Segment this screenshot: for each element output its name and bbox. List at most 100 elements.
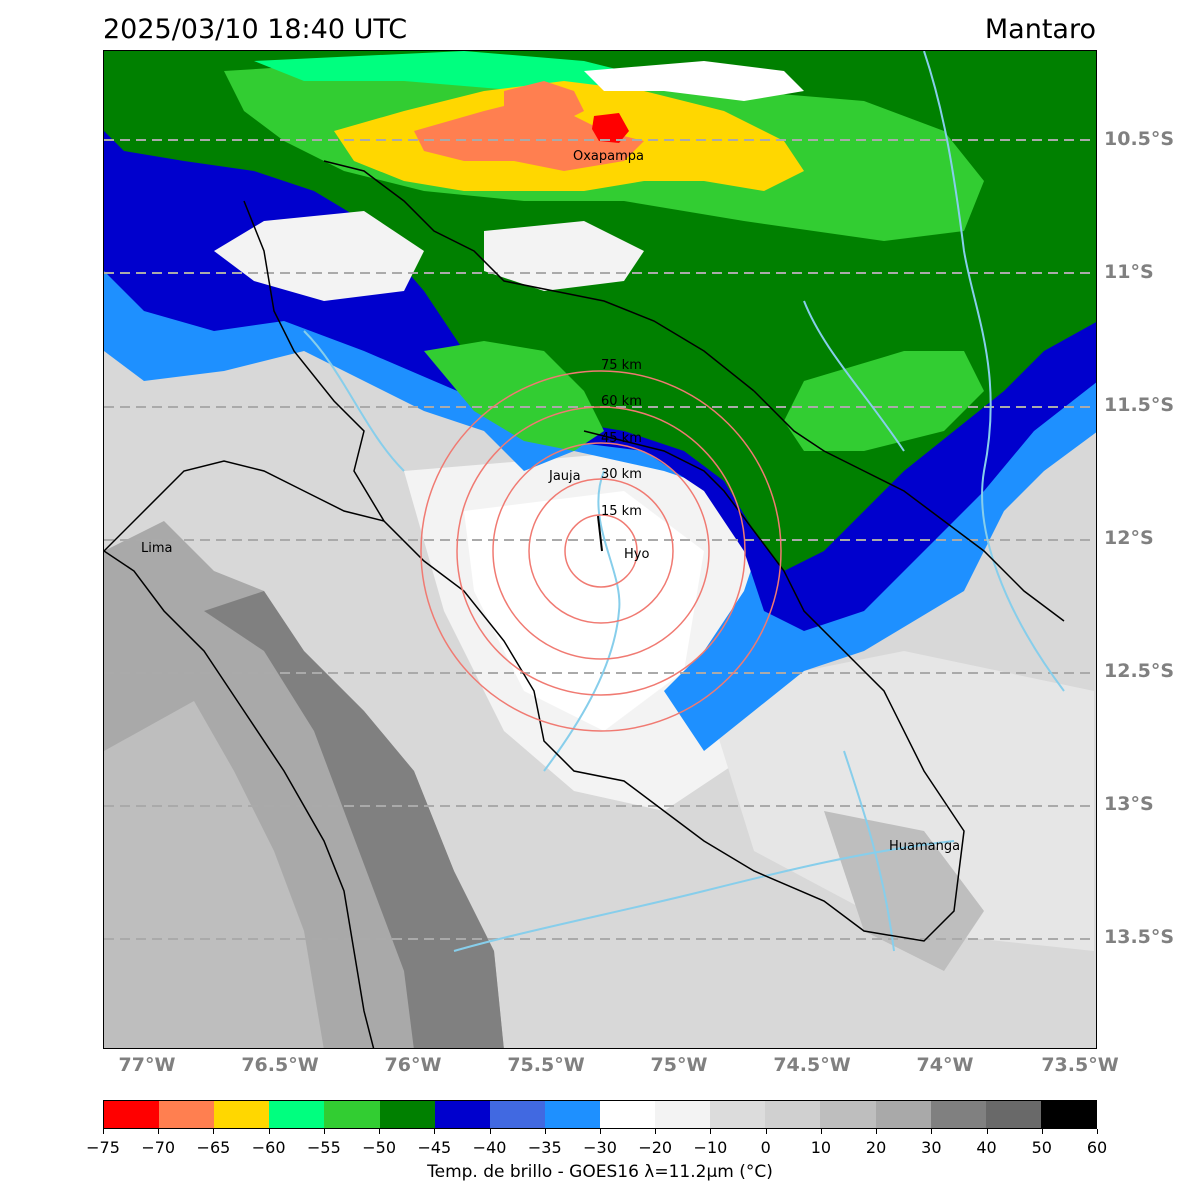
lon-label-75-5: 75.5°W [507,1054,585,1076]
lon-label-73-5: 73.5°W [1041,1054,1119,1076]
ring-label-45km: 45 km [601,431,642,446]
ring-label-75km: 75 km [601,358,642,373]
colorbar-segment [324,1101,380,1128]
lat-label-11-5: 11.5°S [1104,394,1175,416]
colorbar-tickmark [268,1129,270,1134]
lon-label-76: 76°W [384,1054,442,1076]
colorbar-tick-label: −75 [86,1138,120,1157]
cloud-green-light-east [784,351,984,451]
lat-label-12: 12°S [1104,527,1154,549]
city-label-hyo: Hyo [624,547,650,562]
temperature-colorbar [103,1100,1097,1129]
city-label-oxapampa: Oxapampa [573,149,644,164]
ring-30km [528,478,674,624]
colorbar-tick-label: −55 [306,1138,341,1157]
ring-label-15km: 15 km [601,504,642,519]
coastal-dark-area [204,591,504,1048]
colorbar-tickmark [323,1129,325,1134]
ring-75km [420,370,782,732]
colorbar-segment [544,1101,600,1128]
colorbar-tickmark [1097,1129,1098,1134]
colorbar-tickmark [876,1129,878,1134]
colorbar-tick-label: 10 [810,1138,832,1157]
colorbar-tickmark [765,1129,767,1134]
lon-label-75: 75°W [650,1054,708,1076]
colorbar-label: Temp. de brillo - GOES16 λ=11.2μm (°C) [427,1162,773,1182]
colorbar-segment [710,1101,766,1128]
cloud-gap-north [584,61,804,101]
cloud-orange-core [414,101,644,171]
colorbar-tick-label: −20 [638,1138,673,1157]
colorbar-tickmark [379,1129,381,1134]
colorbar-segment [930,1101,986,1128]
colorbar-tick-label: −10 [693,1138,728,1157]
lon-label-76-5: 76.5°W [241,1054,319,1076]
city-label-jauja: Jauja [549,469,581,484]
colorbar-tickmark [820,1129,822,1134]
colorbar-tickmark [710,1129,712,1134]
colorbar-tickmark [544,1129,546,1134]
cloud-red-core [592,113,629,143]
colorbar-tick-label: 60 [1086,1138,1108,1157]
colorbar-tick-label: 40 [976,1138,997,1157]
colorbar-tick-label: −40 [472,1138,507,1157]
clear-inner-area [464,491,704,731]
colorbar-tick-label: −30 [583,1138,617,1157]
city-label-huamanga: Huamanga [889,839,961,854]
cloud-cyan-north [254,51,664,91]
lon-label-77: 77°W [118,1054,176,1076]
colorbar-tickmark [103,1129,104,1134]
lon-label-74-5: 74.5°W [773,1054,851,1076]
colorbar-tick-label: 30 [921,1138,942,1157]
map-canvas [104,51,1096,1048]
colorbar-segment [875,1101,931,1128]
lat-label-12-5: 12.5°S [1104,660,1175,682]
boundaries [104,160,1065,1048]
colorbar-segment [655,1101,711,1128]
colorbar-segment [104,1101,160,1128]
lat-label-13: 13°S [1104,793,1154,815]
ring-15km [564,514,638,588]
colorbar-tick-label: −35 [527,1138,562,1157]
colorbar-tick-label: −65 [196,1138,231,1157]
sea-light-area [104,701,324,1048]
east-highland-area [704,651,1094,951]
colorbar-segment [214,1101,270,1128]
ring-label-60km: 60 km [601,394,642,409]
colorbar-tick-label: 20 [865,1138,887,1157]
colorbar-tick-label: −50 [362,1138,396,1157]
colorbar-segment [599,1101,656,1128]
cloud-green-light-west [424,341,604,451]
satellite-map[interactable]: 15 km 30 km 45 km 60 km 75 km Oxapampa J… [103,50,1097,1049]
colorbar-segment [765,1101,821,1128]
colorbar-tick-label: −45 [417,1138,452,1157]
cloud-orange-top [504,81,584,121]
rivers [303,51,1065,952]
colorbar-segment [159,1101,215,1128]
city-label-lima: Lima [141,541,173,556]
lat-label-10-5: 10.5°S [1104,128,1175,150]
colorbar-segment [820,1101,876,1128]
colorbar-tickmark [213,1129,215,1134]
colorbar-tickmark [655,1129,657,1134]
range-rings [420,370,782,732]
colorbar-segment [489,1101,545,1128]
cloud-gap-west [214,211,424,301]
colorbar-tickmark [434,1129,436,1134]
ring-label-30km: 30 km [601,467,642,482]
colorbar-tickmark [931,1129,933,1134]
lat-label-13-5: 13.5°S [1104,926,1175,948]
ring-45km [492,442,710,660]
colorbar-tick-label: 50 [1031,1138,1052,1157]
colorbar-tickmark [986,1129,988,1134]
colorbar-segment [985,1101,1041,1128]
radar-beam-line [597,515,603,552]
colorbar-tickmark [1041,1129,1043,1134]
lat-label-11: 11°S [1104,261,1154,283]
colorbar-tickmark [158,1129,160,1134]
colorbar-tickmark [600,1129,601,1134]
lon-label-74: 74°W [916,1054,974,1076]
colorbar-segment [1040,1101,1096,1128]
colorbar-tick-label: −70 [141,1138,176,1157]
map-region-title: Mantaro [984,14,1096,45]
